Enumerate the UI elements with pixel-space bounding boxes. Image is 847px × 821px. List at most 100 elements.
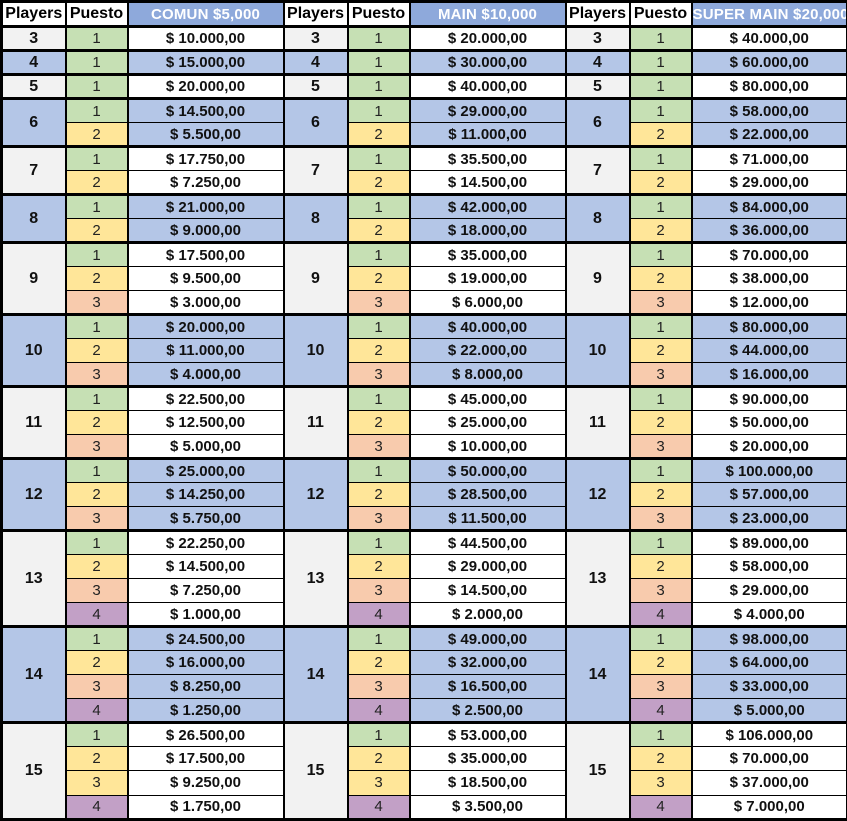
- payout-cell[interactable]: $ 49.000,00: [408, 625, 567, 652]
- payout-cell[interactable]: $ 11.000,00: [408, 122, 567, 148]
- puesto-cell[interactable]: 1: [628, 529, 693, 556]
- players-cell[interactable]: 12: [282, 457, 349, 532]
- payout-cell[interactable]: $ 2.500,00: [408, 698, 567, 724]
- payout-cell[interactable]: $ 20.000,00: [408, 24, 567, 52]
- puesto-cell[interactable]: 2: [628, 266, 693, 292]
- puesto-cell[interactable]: 1: [628, 73, 693, 100]
- players-cell[interactable]: 10: [564, 313, 631, 388]
- payout-cell[interactable]: $ 22.500,00: [126, 385, 285, 412]
- payout-cell[interactable]: $ 3.500,00: [408, 794, 567, 820]
- players-cell[interactable]: 11: [564, 385, 631, 460]
- puesto-cell[interactable]: 4: [346, 602, 411, 628]
- payout-cell[interactable]: $ 58.000,00: [690, 554, 847, 580]
- payout-cell[interactable]: $ 3.000,00: [126, 290, 285, 316]
- payout-cell[interactable]: $ 9.250,00: [126, 770, 285, 796]
- puesto-cell[interactable]: 3: [346, 578, 411, 604]
- puesto-cell[interactable]: 3: [64, 290, 129, 316]
- puesto-cell[interactable]: 4: [64, 698, 129, 724]
- puesto-cell[interactable]: 4: [346, 794, 411, 820]
- payout-cell[interactable]: $ 70.000,00: [690, 241, 847, 268]
- players-cell[interactable]: 3: [282, 24, 349, 52]
- payout-cell[interactable]: $ 18.000,00: [408, 218, 567, 244]
- payout-cell[interactable]: $ 5.500,00: [126, 122, 285, 148]
- payout-cell[interactable]: $ 20.000,00: [126, 313, 285, 340]
- payout-cell[interactable]: $ 25.000,00: [408, 410, 567, 436]
- players-cell[interactable]: 15: [282, 721, 349, 820]
- payout-cell[interactable]: $ 58.000,00: [690, 97, 847, 124]
- payout-cell[interactable]: $ 90.000,00: [690, 385, 847, 412]
- puesto-cell[interactable]: 2: [628, 554, 693, 580]
- puesto-cell[interactable]: 4: [628, 602, 693, 628]
- payout-cell[interactable]: $ 30.000,00: [408, 49, 567, 76]
- puesto-cell[interactable]: 1: [64, 145, 129, 172]
- puesto-cell[interactable]: 2: [628, 746, 693, 772]
- payout-cell[interactable]: $ 22.250,00: [126, 529, 285, 556]
- puesto-cell[interactable]: 2: [64, 338, 129, 364]
- payout-cell[interactable]: $ 29.000,00: [408, 97, 567, 124]
- puesto-cell[interactable]: 3: [628, 578, 693, 604]
- puesto-cell[interactable]: 3: [64, 362, 129, 388]
- payout-cell[interactable]: $ 4.000,00: [126, 362, 285, 388]
- payout-cell[interactable]: $ 8.250,00: [126, 674, 285, 700]
- players-cell[interactable]: 13: [564, 529, 631, 628]
- puesto-cell[interactable]: 3: [628, 674, 693, 700]
- payout-cell[interactable]: $ 5.750,00: [126, 506, 285, 532]
- puesto-header[interactable]: Puesto: [346, 0, 411, 28]
- payout-cell[interactable]: $ 100.000,00: [690, 457, 847, 484]
- puesto-cell[interactable]: 1: [628, 241, 693, 268]
- puesto-cell[interactable]: 2: [628, 218, 693, 244]
- payout-cell[interactable]: $ 11.000,00: [126, 338, 285, 364]
- payout-cell[interactable]: $ 4.000,00: [690, 602, 847, 628]
- payout-cell[interactable]: $ 40.000,00: [408, 73, 567, 100]
- payout-cell[interactable]: $ 29.000,00: [690, 578, 847, 604]
- payout-cell[interactable]: $ 5.000,00: [690, 698, 847, 724]
- payout-cell[interactable]: $ 29.000,00: [408, 554, 567, 580]
- puesto-cell[interactable]: 3: [628, 434, 693, 460]
- payout-cell[interactable]: $ 1.000,00: [126, 602, 285, 628]
- puesto-header[interactable]: Puesto: [64, 0, 129, 28]
- players-cell[interactable]: 11: [282, 385, 349, 460]
- payout-cell[interactable]: $ 16.000,00: [126, 650, 285, 676]
- payout-cell[interactable]: $ 32.000,00: [408, 650, 567, 676]
- players-cell[interactable]: 12: [0, 457, 67, 532]
- players-header[interactable]: Players: [282, 0, 349, 28]
- puesto-cell[interactable]: 3: [64, 578, 129, 604]
- puesto-cell[interactable]: 2: [628, 122, 693, 148]
- puesto-cell[interactable]: 1: [346, 721, 411, 748]
- puesto-header[interactable]: Puesto: [628, 0, 693, 28]
- puesto-cell[interactable]: 1: [628, 457, 693, 484]
- puesto-cell[interactable]: 1: [64, 625, 129, 652]
- puesto-cell[interactable]: 1: [346, 457, 411, 484]
- payout-cell[interactable]: $ 15.000,00: [126, 49, 285, 76]
- puesto-cell[interactable]: 3: [628, 362, 693, 388]
- puesto-cell[interactable]: 3: [346, 674, 411, 700]
- payout-cell[interactable]: $ 14.500,00: [408, 578, 567, 604]
- payout-cell[interactable]: $ 7.250,00: [126, 578, 285, 604]
- payout-cell[interactable]: $ 20.000,00: [690, 434, 847, 460]
- players-cell[interactable]: 14: [564, 625, 631, 724]
- payout-cell[interactable]: $ 19.000,00: [408, 266, 567, 292]
- puesto-cell[interactable]: 1: [64, 529, 129, 556]
- players-cell[interactable]: 12: [564, 457, 631, 532]
- puesto-cell[interactable]: 1: [346, 24, 411, 52]
- payout-cell[interactable]: $ 106.000,00: [690, 721, 847, 748]
- puesto-cell[interactable]: 1: [628, 385, 693, 412]
- players-cell[interactable]: 9: [282, 241, 349, 316]
- players-cell[interactable]: 6: [282, 97, 349, 148]
- payout-cell[interactable]: $ 37.000,00: [690, 770, 847, 796]
- payout-cell[interactable]: $ 23.000,00: [690, 506, 847, 532]
- puesto-cell[interactable]: 2: [64, 482, 129, 508]
- payout-cell[interactable]: $ 25.000,00: [126, 457, 285, 484]
- payout-cell[interactable]: $ 12.500,00: [126, 410, 285, 436]
- payout-cell[interactable]: $ 24.500,00: [126, 625, 285, 652]
- payout-cell[interactable]: $ 28.500,00: [408, 482, 567, 508]
- players-header[interactable]: Players: [0, 0, 67, 28]
- payout-cell[interactable]: $ 33.000,00: [690, 674, 847, 700]
- payout-cell[interactable]: $ 80.000,00: [690, 73, 847, 100]
- puesto-cell[interactable]: 1: [628, 313, 693, 340]
- puesto-cell[interactable]: 1: [346, 385, 411, 412]
- puesto-cell[interactable]: 2: [346, 554, 411, 580]
- puesto-cell[interactable]: 2: [64, 410, 129, 436]
- puesto-cell[interactable]: 1: [64, 73, 129, 100]
- payout-cell[interactable]: $ 22.000,00: [690, 122, 847, 148]
